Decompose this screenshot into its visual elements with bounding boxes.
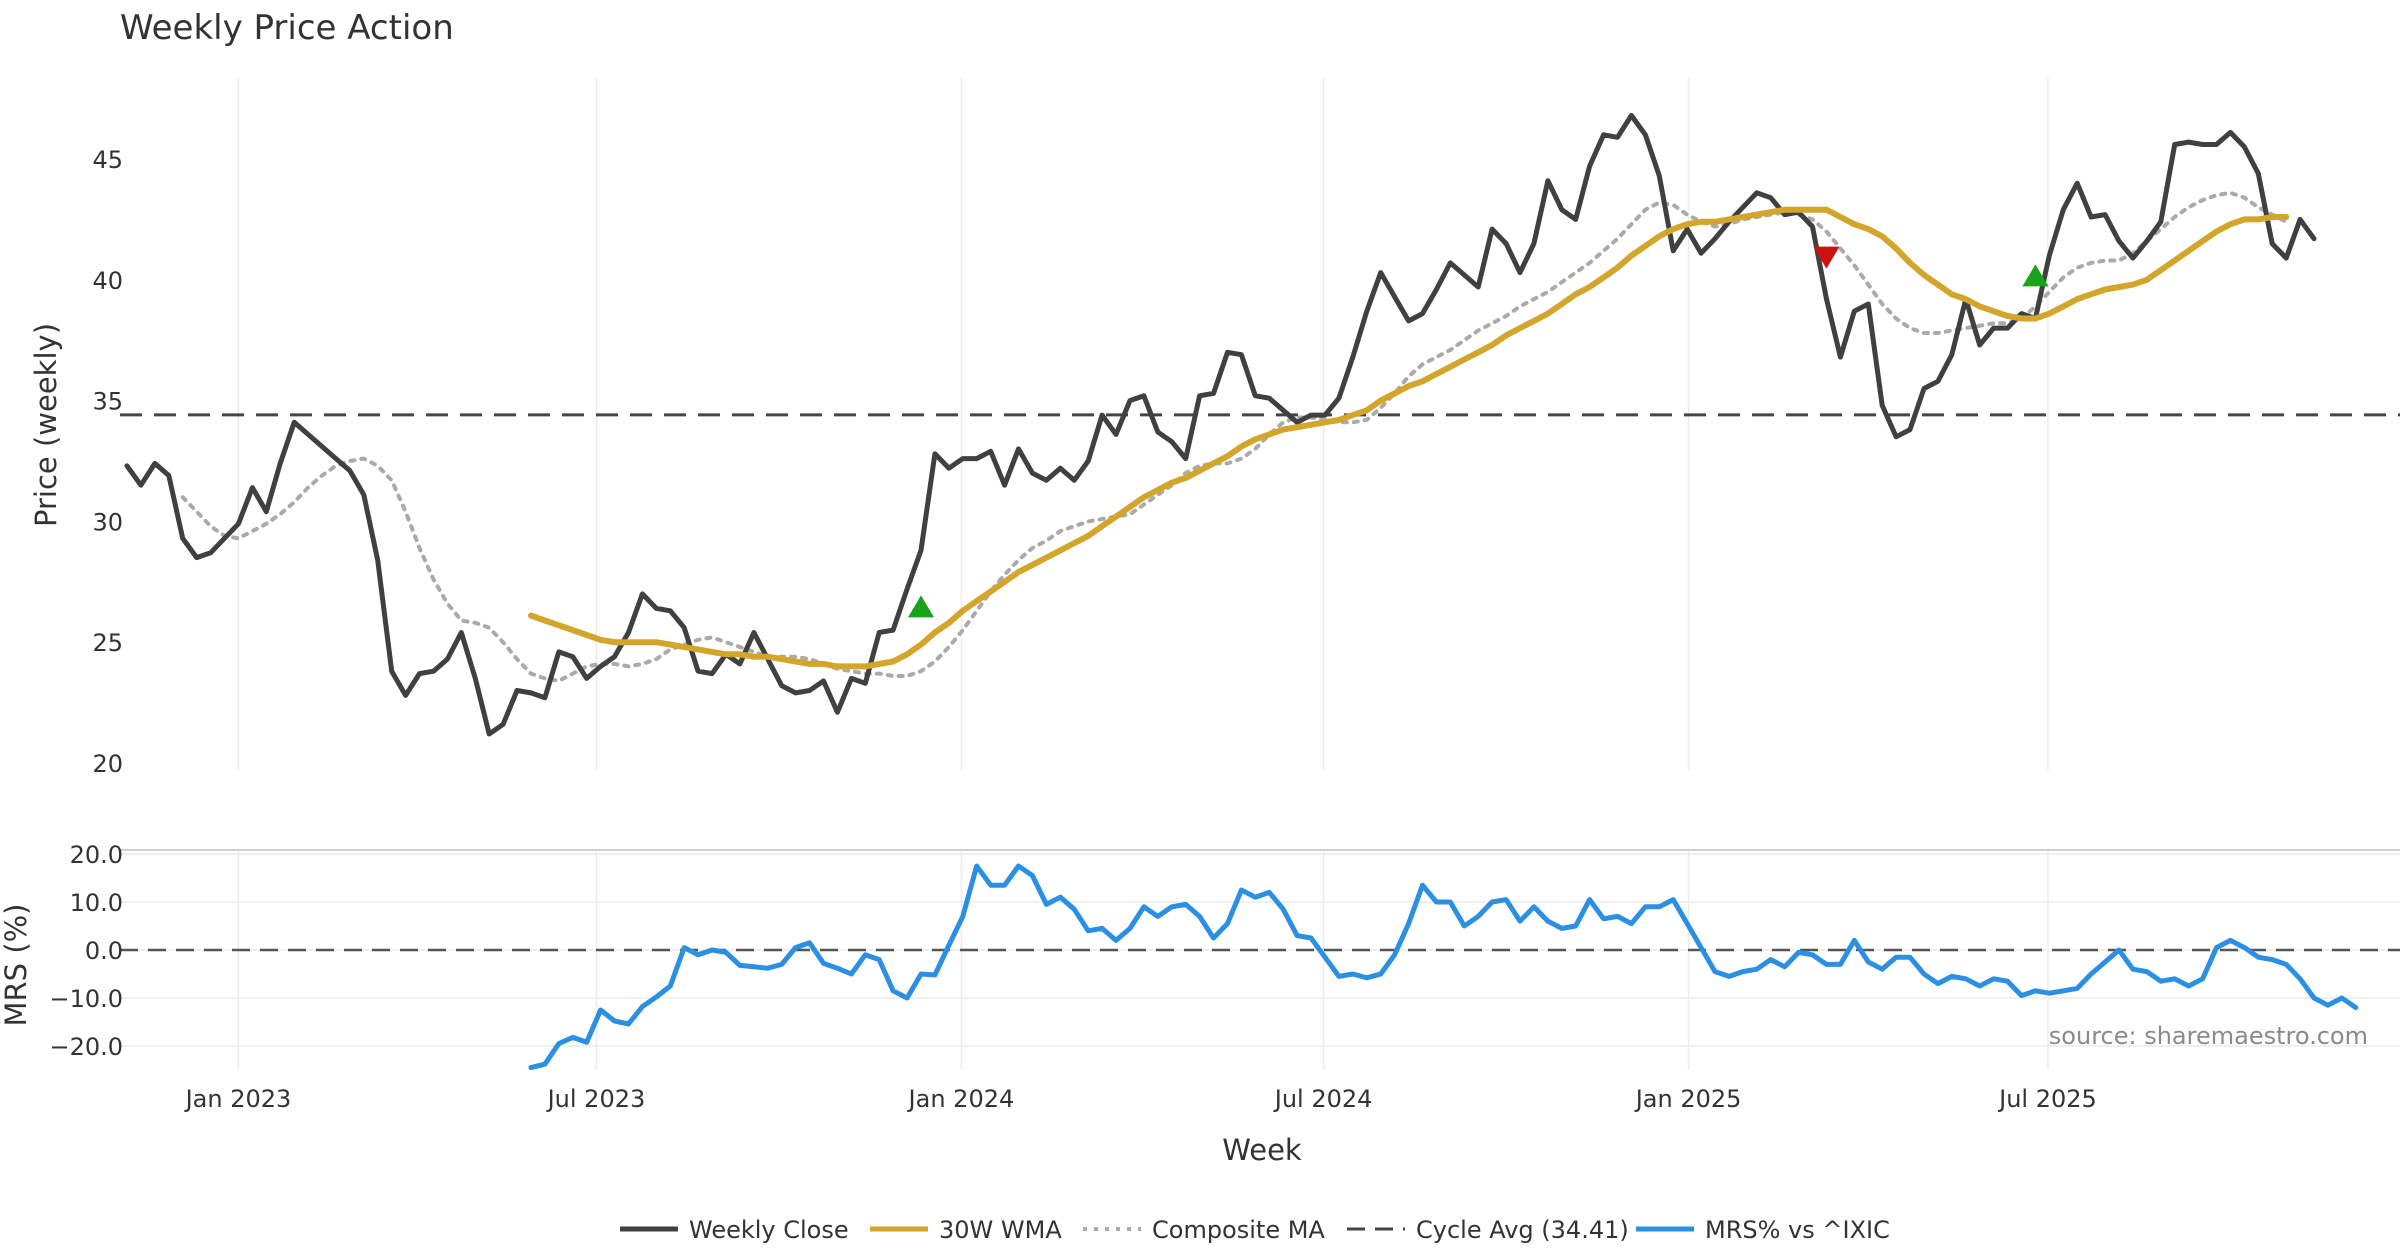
x-tick-label: Jan 2024 xyxy=(907,1085,1015,1113)
legend-label-cycle-avg-34-41: Cycle Avg (34.41) xyxy=(1416,1216,1629,1244)
series-line-weekly-close xyxy=(124,113,2317,737)
mrs-y-tick-label: −10.0 xyxy=(49,985,123,1013)
y-axis-label-mrs: MRS (%) xyxy=(0,904,33,1027)
mrs-y-tick-label: 20.0 xyxy=(70,841,123,869)
price-y-tick-label: 40 xyxy=(92,267,123,295)
buy-signal-marker xyxy=(2022,264,2049,287)
x-tick-label: Jul 2024 xyxy=(1273,1085,1373,1113)
x-tick-label: Jul 2023 xyxy=(546,1085,646,1113)
series-line-composite-ma xyxy=(180,190,2289,683)
price-y-tick-label: 25 xyxy=(92,629,123,657)
legend-label-composite-ma: Composite MA xyxy=(1152,1216,1325,1244)
source-credit: source: sharemaestro.com xyxy=(2049,1022,2368,1050)
buy-signal-marker xyxy=(908,595,935,618)
price-y-tick-label: 20 xyxy=(92,750,123,778)
legend-label-mrs-vs-ixic: MRS% vs ^IXIC xyxy=(1705,1216,1890,1244)
mrs-y-tick-label: 10.0 xyxy=(70,889,123,917)
mrs-grid xyxy=(120,850,2400,1070)
price-y-tick-label: 35 xyxy=(92,388,123,416)
series-line-mrs-vs-ixic xyxy=(528,863,2359,1071)
price-y-tick-label: 45 xyxy=(92,146,123,174)
x-tick-label: Jan 2025 xyxy=(1634,1085,1742,1113)
legend: Weekly Close 30W WMA Composite MA Cycle Avg… xyxy=(620,1216,1890,1244)
x-tick-label: Jan 2023 xyxy=(184,1085,292,1113)
mrs-y-ticks: 20.0 10.0 0.0 −10.0 −20.0 xyxy=(49,841,123,1061)
price-y-tick-label: 30 xyxy=(92,508,123,536)
mrs-series xyxy=(528,863,2359,1071)
legend-label-weekly-close: Weekly Close xyxy=(689,1216,849,1244)
sell-signal-marker xyxy=(1813,246,1840,269)
chart-title: Weekly Price Action xyxy=(120,8,454,48)
price-y-ticks: 20 25 30 35 40 45 xyxy=(92,146,123,778)
mrs-y-tick-label: 0.0 xyxy=(85,937,123,965)
x-tick-label: Jul 2025 xyxy=(1997,1085,2097,1113)
series-line-30w-wma xyxy=(528,206,2290,670)
price-grid xyxy=(237,78,2049,770)
x-ticks: Jan 2023 Jul 2023 Jan 2024 Jul 2024 Jan 2025… xyxy=(184,1085,2097,1113)
price-series xyxy=(124,113,2317,737)
legend-label-30w-wma: 30W WMA xyxy=(939,1216,1062,1244)
y-axis-label-price: Price (weekly) xyxy=(29,323,63,527)
x-axis-label: Week xyxy=(1222,1133,1302,1167)
mrs-y-tick-label: −20.0 xyxy=(49,1033,123,1061)
price-markers xyxy=(908,246,2049,618)
